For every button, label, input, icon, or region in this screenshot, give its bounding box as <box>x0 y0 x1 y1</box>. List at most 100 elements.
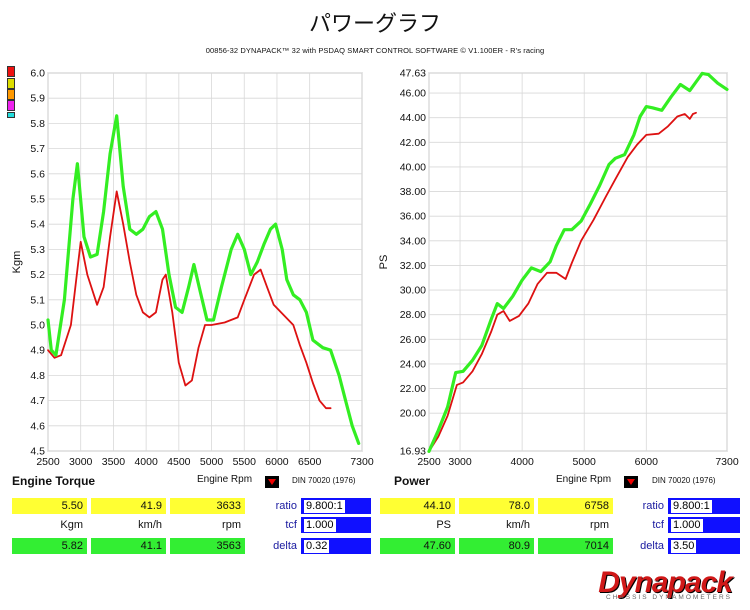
y-tick-label: 44.00 <box>400 112 426 124</box>
power-tcf-value: 1.000 <box>671 519 703 532</box>
x-tick-label: 3000 <box>448 456 472 468</box>
y-tick-label: 4.9 <box>30 345 45 357</box>
x-tick-label: 3000 <box>69 456 93 468</box>
torque-dropdown-arrow-icon[interactable] <box>265 476 279 488</box>
x-tick-label: 4500 <box>167 456 191 468</box>
rpm-value-bottom: 3563 <box>170 538 245 554</box>
y-tick-label: 5.1 <box>30 294 45 306</box>
x-tick-label: 2500 <box>36 456 60 468</box>
swatch-5[interactable] <box>7 112 15 118</box>
rpm-value-top: 3633 <box>170 498 245 514</box>
power-tcf-label: tcf <box>652 519 664 531</box>
series-line-2 <box>46 114 361 445</box>
y-axis-label: Kgm <box>11 251 23 274</box>
torque-value-top: 5.50 <box>12 498 87 514</box>
power-value-bottom: 47.60 <box>380 538 455 554</box>
delta-label: delta <box>273 540 297 552</box>
power-unit-rpm: rpm <box>590 519 609 531</box>
tcf-label: tcf <box>285 519 297 531</box>
unit-rpm: rpm <box>222 519 241 531</box>
x-tick-label: 7300 <box>350 456 374 468</box>
torque-standard-label: DIN 70020 (1976) <box>292 476 356 485</box>
y-tick-label: 5.2 <box>30 269 45 281</box>
y-tick-label: 16.93 <box>400 446 426 458</box>
tcf-field[interactable]: 1.000 <box>301 517 371 533</box>
swatch-3[interactable] <box>7 89 15 100</box>
y-tick-label: 4.8 <box>30 370 45 382</box>
power-speed-value-bottom: 80.9 <box>459 538 534 554</box>
y-tick-label: 4.7 <box>30 395 45 407</box>
series-line-1 <box>47 190 332 410</box>
y-tick-label: 40.00 <box>400 161 426 173</box>
power-chart: 16.93 20.00 22.00 24.00 26.00 28.00 30.00 32.00… <box>378 68 739 469</box>
y-tick-label: 5.6 <box>30 168 45 180</box>
delta-field[interactable]: 0.32 <box>301 538 371 554</box>
y-tick-label: 30.00 <box>400 285 426 297</box>
x-tick-label: 4000 <box>510 456 534 468</box>
y-tick-label: 4.6 <box>30 420 45 432</box>
power-delta-field[interactable]: 3.50 <box>668 538 740 554</box>
torque-rpm-label: Engine Rpm <box>197 474 253 485</box>
swatch-1[interactable] <box>7 66 15 77</box>
power-delta-label: delta <box>640 540 664 552</box>
x-tick-label: 5000 <box>200 456 224 468</box>
y-tick-label: 5.7 <box>30 143 45 155</box>
y-tick-label: 26.00 <box>400 334 426 346</box>
y-tick-label: 36.00 <box>400 211 426 223</box>
power-tcf-field[interactable]: 1.000 <box>668 517 740 533</box>
dynapack-logo: Dynapack CHASSIS DYNAMOMETERS <box>598 566 733 601</box>
ratio-label: ratio <box>275 500 297 512</box>
ratio-value: 9.800:1 <box>304 500 345 513</box>
power-panel-title: Power <box>394 474 431 488</box>
y-tick-label: 5.4 <box>30 219 45 231</box>
torque-panel-title: Engine Torque <box>12 474 96 488</box>
page-title: パワーグラフ <box>308 12 441 37</box>
torque-chart: 4.5 4.6 4.7 4.8 4.9 5.0 5.1 5.2 5.3 5.4 5.5 5.6 5.7 5… <box>11 68 374 469</box>
unit-ps: PS <box>436 519 451 531</box>
y-tick-label: 46.00 <box>400 88 426 100</box>
x-tick-label: 6500 <box>298 456 322 468</box>
swatch-2[interactable] <box>7 78 15 89</box>
power-delta-value: 3.50 <box>671 540 697 553</box>
y-tick-label: 4.5 <box>30 446 45 458</box>
power-rpm-label: Engine Rpm <box>556 474 612 485</box>
x-tick-label: 4000 <box>134 456 158 468</box>
ratio-field[interactable]: 9.800:1 <box>301 498 371 514</box>
swatch-4[interactable] <box>7 100 15 111</box>
x-tick-label: 6000 <box>635 456 659 468</box>
power-speed-value-top: 78.0 <box>459 498 534 514</box>
y-tick-label: 38.00 <box>400 186 426 198</box>
torque-value-bottom: 5.82 <box>12 538 87 554</box>
power-rpm-value-bottom: 7014 <box>538 538 613 554</box>
y-tick-label: 28.00 <box>400 309 426 321</box>
y-tick-label: 5.8 <box>30 118 45 130</box>
y-tick-label: 42.00 <box>400 137 426 149</box>
y-tick-label: 6.0 <box>30 68 45 80</box>
power-ratio-field[interactable]: 9.800:1 <box>668 498 740 514</box>
y-tick-label: 32.00 <box>400 260 426 272</box>
x-tick-label: 2500 <box>417 456 441 468</box>
y-tick-label: 5.0 <box>30 320 45 332</box>
y-tick-label: 47.63 <box>400 68 426 80</box>
power-dropdown-arrow-icon[interactable] <box>624 476 638 488</box>
y-tick-label: 24.00 <box>400 358 426 370</box>
y-tick-label: 20.00 <box>400 408 426 420</box>
series-line-1 <box>428 111 697 453</box>
x-tick-label: 7300 <box>715 456 739 468</box>
tcf-value: 1.000 <box>304 519 336 532</box>
delta-value: 0.32 <box>304 540 330 553</box>
x-tick-label: 3500 <box>102 456 126 468</box>
x-tick-label: 6000 <box>265 456 289 468</box>
y-tick-label: 5.5 <box>30 194 45 206</box>
y-axis-label: PS <box>378 255 390 270</box>
power-unit-kmh: km/h <box>506 519 530 531</box>
logo-wordmark: Dynapack <box>598 566 733 599</box>
x-tick-label: 5500 <box>233 456 257 468</box>
power-rpm-value-top: 6758 <box>538 498 613 514</box>
unit-kgm: Kgm <box>60 519 83 531</box>
speed-value-top: 41.9 <box>91 498 166 514</box>
plot-area <box>47 72 363 452</box>
y-tick-label: 5.3 <box>30 244 45 256</box>
y-tick-label: 34.00 <box>400 235 426 247</box>
power-ratio-value: 9.800:1 <box>671 500 712 513</box>
